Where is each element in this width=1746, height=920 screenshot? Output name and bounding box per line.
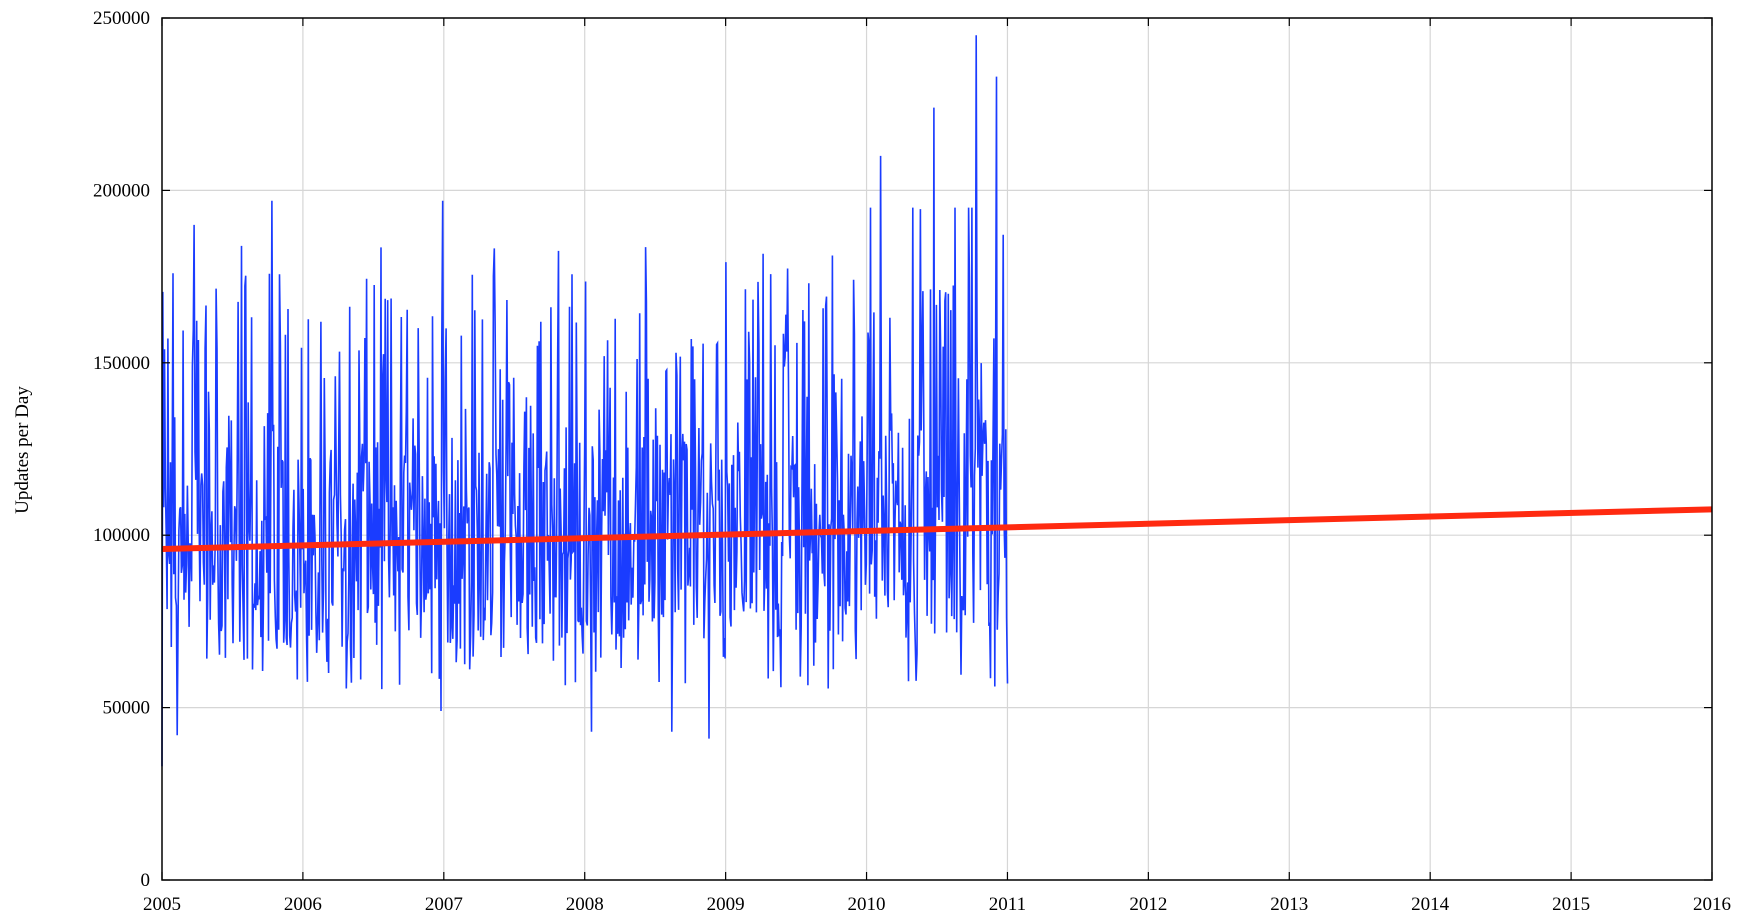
x-tick-label: 2015: [1552, 894, 1590, 915]
y-tick-label: 0: [141, 870, 151, 891]
y-tick-label: 100000: [93, 525, 150, 546]
x-tick-label: 2005: [143, 894, 181, 915]
x-tick-label: 2012: [1129, 894, 1167, 915]
series-1-line: [161, 506, 1713, 552]
x-tick-label: 2010: [848, 894, 886, 915]
y-tick-label: 250000: [93, 8, 150, 29]
y-tick-label: 200000: [93, 180, 150, 201]
y-tick-label: 150000: [93, 353, 150, 374]
x-tick-label: 2008: [566, 894, 604, 915]
x-tick-label: 2014: [1411, 894, 1450, 915]
x-tick-label: 2007: [425, 894, 463, 915]
x-axis-ticks: 2005 2006 2007 2008 2009 2010 2011 2012 2013 2014…: [143, 18, 1731, 915]
x-tick-label: 2009: [707, 894, 745, 915]
x-tick-label: 2013: [1270, 894, 1308, 915]
x-tick-label: 2016: [1693, 894, 1731, 915]
y-tick-label: 50000: [103, 698, 151, 719]
series-lines: [161, 35, 1713, 767]
y-axis-title: Updates per Day: [12, 386, 33, 514]
y-axis-ticks: 0 50000 100000 150000 200000 250000: [93, 8, 1712, 891]
x-tick-label: 2006: [284, 894, 322, 915]
x-tick-label: 2011: [989, 894, 1026, 915]
plot-frame: [161, 17, 1713, 881]
